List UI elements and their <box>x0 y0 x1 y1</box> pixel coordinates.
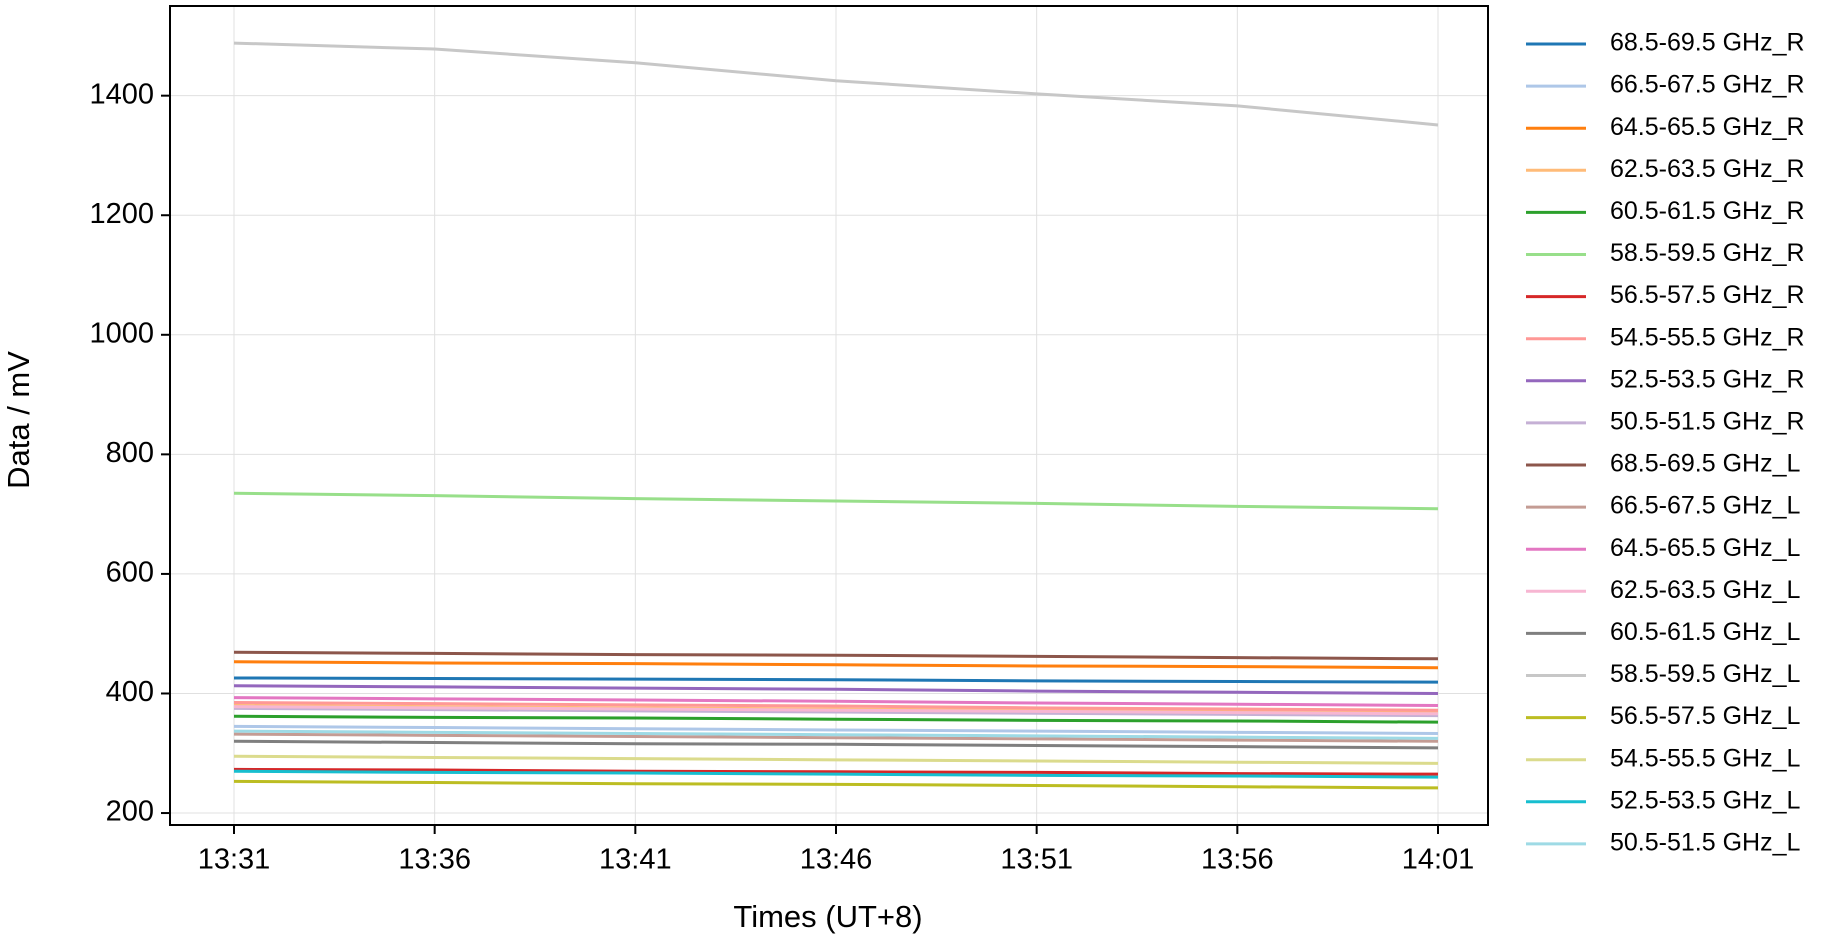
legend-label: 54.5-55.5 GHz_L <box>1610 744 1800 772</box>
legend-label: 60.5-61.5 GHz_L <box>1610 618 1800 646</box>
series-line <box>233 700 1439 712</box>
legend-label: 58.5-59.5 GHz_L <box>1610 660 1800 688</box>
legend-label: 66.5-67.5 GHz_R <box>1610 71 1805 99</box>
series-line <box>233 779 1439 790</box>
series-line <box>233 705 1439 716</box>
legend-label: 58.5-59.5 GHz_R <box>1610 239 1805 267</box>
legend-label: 68.5-69.5 GHz_L <box>1610 450 1800 478</box>
series-line <box>233 754 1439 765</box>
plot-frame <box>169 5 1489 826</box>
series-line <box>233 491 1439 511</box>
legend-label: 62.5-63.5 GHz_R <box>1610 155 1805 183</box>
series-line <box>233 729 1439 740</box>
series-line <box>233 714 1439 724</box>
legend-label: 64.5-65.5 GHz_L <box>1610 534 1800 562</box>
x-tick-label: 13:46 <box>800 844 873 876</box>
x-tick-label: 13:31 <box>198 844 271 876</box>
x-tick-label: 13:41 <box>599 844 672 876</box>
series-line <box>233 739 1439 750</box>
y-tick-label: 600 <box>106 557 154 589</box>
y-tick-label: 200 <box>106 796 154 828</box>
y-tick-label: 400 <box>106 676 154 708</box>
series-line <box>233 696 1439 707</box>
legend-label: 56.5-57.5 GHz_R <box>1610 281 1805 309</box>
series-line <box>233 706 1439 718</box>
x-tick-label: 13:56 <box>1201 844 1274 876</box>
legend-label: 60.5-61.5 GHz_R <box>1610 197 1805 225</box>
legend-label: 50.5-51.5 GHz_L <box>1610 829 1800 857</box>
legend-label: 50.5-51.5 GHz_R <box>1610 408 1805 436</box>
series-line <box>233 684 1439 695</box>
legend-label: 52.5-53.5 GHz_R <box>1610 365 1805 393</box>
x-tick-label: 13:51 <box>1000 844 1073 876</box>
legend-label: 52.5-53.5 GHz_L <box>1610 786 1800 814</box>
y-tick-label: 1200 <box>89 198 154 230</box>
series-line <box>233 676 1439 684</box>
x-tick-label: 14:01 <box>1402 844 1475 876</box>
y-tick-label: 800 <box>106 437 154 469</box>
y-tick-label: 1000 <box>89 317 154 349</box>
y-axis-label: Data / mV <box>1 351 36 489</box>
series-line <box>233 660 1439 670</box>
legend-label: 54.5-55.5 GHz_R <box>1610 323 1805 351</box>
legend-label: 64.5-65.5 GHz_R <box>1610 113 1805 141</box>
legend-label: 66.5-67.5 GHz_L <box>1610 492 1800 520</box>
legend-label: 56.5-57.5 GHz_L <box>1610 702 1800 730</box>
series-line <box>233 650 1439 661</box>
x-axis-label: Times (UT+8) <box>733 899 922 934</box>
series-line <box>233 769 1439 779</box>
legend-label: 62.5-63.5 GHz_L <box>1610 576 1800 604</box>
series-line <box>233 732 1439 743</box>
y-tick-label: 1400 <box>89 78 154 110</box>
series-line <box>233 724 1439 736</box>
series-line <box>233 767 1439 776</box>
legend-label: 68.5-69.5 GHz_R <box>1610 29 1805 57</box>
x-tick-label: 13:36 <box>398 844 471 876</box>
series-line <box>233 41 1439 127</box>
